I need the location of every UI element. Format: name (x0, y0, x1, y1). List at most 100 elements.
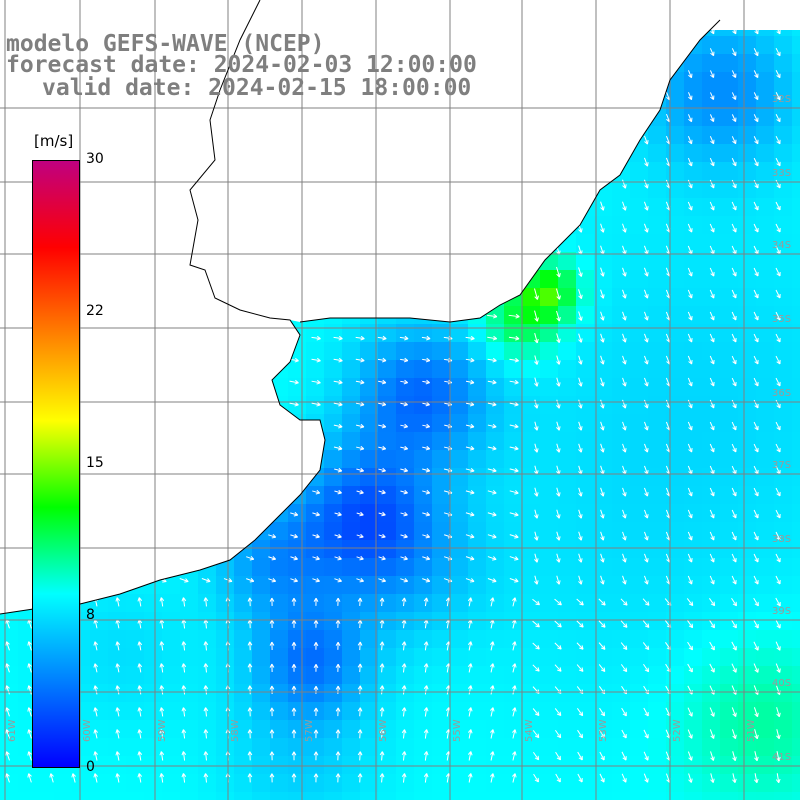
wind-arrow (489, 597, 495, 607)
speed-cell (630, 270, 648, 288)
wind-arrow (400, 401, 408, 407)
speed-cell (648, 324, 666, 342)
speed-cell (684, 198, 702, 216)
wind-arrow (534, 288, 539, 300)
speed-cell (756, 522, 774, 540)
speed-cell (198, 738, 216, 756)
wind-arrow (379, 773, 385, 783)
speed-cell (306, 324, 324, 342)
wind-arrow (313, 664, 319, 672)
wind-arrow (422, 357, 431, 363)
wind-arrow (423, 641, 429, 651)
wind-arrow (687, 729, 693, 739)
speed-cell (774, 234, 792, 252)
wind-arrow (247, 597, 253, 607)
wind-arrow (687, 487, 693, 497)
speed-cell (396, 414, 414, 432)
speed-cell (288, 702, 306, 720)
wind-arrow (554, 664, 562, 672)
speed-cell (414, 630, 432, 648)
wind-arrow (291, 707, 297, 717)
wind-arrow (753, 619, 759, 629)
wind-arrow (622, 487, 627, 497)
wind-arrow (576, 642, 584, 650)
wind-arrow (335, 663, 341, 672)
wind-arrow (753, 443, 759, 453)
speed-cell (504, 666, 522, 684)
wind-arrow (731, 223, 737, 233)
wind-arrow (512, 729, 517, 739)
speed-cell (756, 702, 774, 720)
speed-cell (702, 90, 720, 108)
speed-cell (540, 432, 558, 450)
speed-cell (342, 522, 360, 540)
wind-arrow (576, 664, 584, 672)
speed-cell (342, 378, 360, 396)
wind-arrow (643, 289, 649, 299)
speed-cell (576, 594, 594, 612)
speed-cell (612, 702, 630, 720)
wind-arrow (377, 357, 387, 363)
speed-cell (288, 684, 306, 702)
speed-cell (648, 756, 666, 774)
wind-arrow (512, 773, 517, 783)
speed-cell (252, 756, 270, 774)
wind-arrow (5, 707, 10, 717)
wind-arrow (622, 553, 627, 563)
longitude-label: 58W (230, 719, 241, 742)
speed-cell (180, 720, 198, 738)
speed-cell (18, 792, 36, 800)
speed-cell (504, 468, 522, 486)
speed-cell (504, 720, 522, 738)
wind-arrow (775, 641, 781, 651)
speed-cell (486, 648, 504, 666)
speed-cell (630, 486, 648, 504)
speed-cell (162, 684, 180, 702)
wind-arrow (753, 311, 759, 321)
speed-cell (558, 306, 576, 324)
speed-cell (684, 108, 702, 126)
wind-arrow (600, 201, 605, 211)
speed-cell (702, 594, 720, 612)
wind-arrow (731, 92, 737, 100)
speed-cell (126, 792, 144, 800)
wind-arrow (643, 201, 649, 211)
speed-cell (360, 450, 378, 468)
speed-cell (540, 630, 558, 648)
speed-cell (486, 594, 504, 612)
speed-cell (774, 162, 792, 180)
speed-cell (216, 612, 234, 630)
speed-cell (288, 756, 306, 774)
wind-arrow (622, 311, 627, 321)
speed-cell (414, 342, 432, 360)
wind-arrow (181, 597, 187, 607)
speed-cell (702, 468, 720, 486)
wind-arrow (357, 773, 363, 783)
speed-cell (450, 738, 468, 756)
speed-cell (324, 666, 342, 684)
wind-arrow (137, 707, 143, 717)
wind-arrow (622, 531, 627, 541)
wind-arrow (465, 490, 475, 495)
wind-arrow (643, 267, 649, 277)
speed-cell (648, 504, 666, 522)
speed-cell (504, 648, 522, 666)
speed-cell (792, 666, 800, 684)
wind-arrow (401, 707, 407, 717)
wind-arrow (775, 92, 781, 101)
speed-cell (612, 720, 630, 738)
wind-arrow (709, 641, 715, 651)
speed-cell (18, 648, 36, 666)
speed-cell (612, 666, 630, 684)
speed-cell (702, 504, 720, 522)
speed-cell (90, 756, 108, 774)
speed-cell (720, 72, 738, 90)
wind-arrow (753, 179, 759, 189)
speed-cell (774, 792, 792, 800)
speed-cell (756, 162, 774, 180)
speed-cell (450, 342, 468, 360)
speed-cell (396, 738, 414, 756)
speed-cell (360, 774, 378, 792)
wind-arrow (775, 575, 781, 585)
wind-arrow (512, 751, 517, 761)
